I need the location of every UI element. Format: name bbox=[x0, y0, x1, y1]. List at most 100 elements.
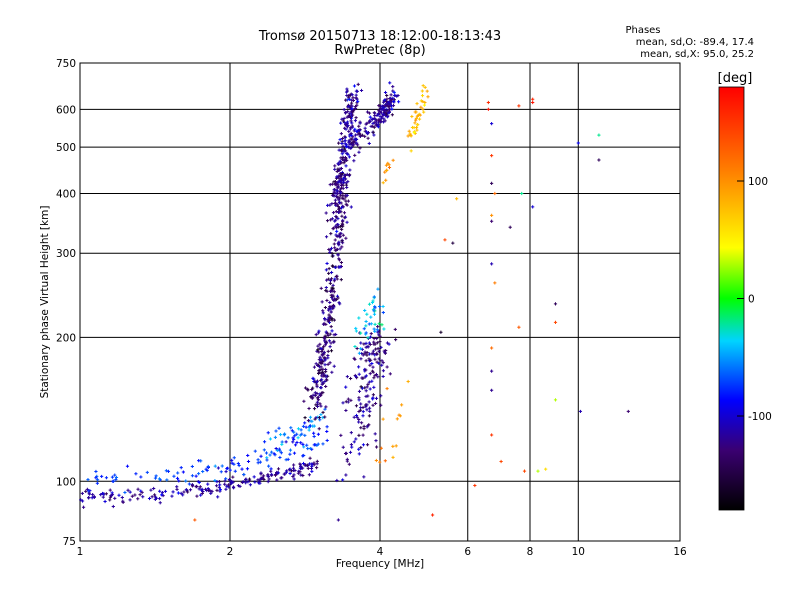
data-point bbox=[381, 417, 385, 421]
data-point bbox=[247, 477, 252, 481]
data-point bbox=[315, 404, 320, 409]
data-point bbox=[80, 499, 85, 503]
data-point bbox=[320, 370, 325, 374]
data-point bbox=[330, 202, 334, 206]
data-point bbox=[364, 374, 368, 378]
data-point bbox=[293, 434, 297, 438]
data-point bbox=[350, 143, 355, 147]
data-point bbox=[341, 233, 345, 237]
data-point bbox=[318, 342, 322, 346]
data-point bbox=[355, 346, 359, 351]
data-point bbox=[335, 294, 340, 298]
data-point bbox=[342, 147, 346, 151]
data-point bbox=[343, 155, 348, 160]
data-point bbox=[336, 162, 340, 166]
data-point bbox=[226, 466, 230, 470]
data-point bbox=[333, 248, 337, 252]
data-point bbox=[209, 491, 213, 495]
data-point bbox=[379, 403, 383, 407]
data-point bbox=[486, 100, 490, 105]
data-point bbox=[380, 323, 384, 327]
data-point bbox=[327, 318, 331, 323]
data-point bbox=[415, 123, 419, 127]
data-point bbox=[371, 403, 375, 407]
data-point bbox=[324, 285, 328, 290]
data-point bbox=[508, 225, 512, 229]
data-point bbox=[349, 119, 353, 123]
data-point bbox=[315, 396, 319, 400]
data-point bbox=[179, 466, 183, 470]
data-point bbox=[373, 432, 377, 436]
data-point bbox=[372, 312, 377, 316]
data-point bbox=[337, 210, 341, 214]
data-point bbox=[231, 485, 236, 489]
data-point bbox=[312, 406, 317, 411]
data-point bbox=[319, 286, 323, 290]
data-point bbox=[372, 385, 376, 389]
data-point bbox=[391, 444, 395, 448]
y-tick-label: 600 bbox=[56, 104, 76, 116]
data-point bbox=[345, 120, 350, 124]
data-point bbox=[187, 482, 191, 486]
data-point bbox=[333, 246, 337, 250]
data-point bbox=[92, 495, 96, 499]
data-point bbox=[86, 496, 91, 500]
data-point bbox=[336, 204, 340, 209]
data-point bbox=[421, 99, 425, 104]
data-point bbox=[291, 474, 295, 479]
data-point bbox=[353, 344, 357, 349]
data-point bbox=[314, 362, 318, 366]
data-point bbox=[232, 456, 236, 460]
data-point bbox=[266, 480, 270, 484]
data-point bbox=[393, 327, 397, 332]
data-point bbox=[344, 145, 348, 149]
data-point bbox=[364, 331, 368, 335]
data-point bbox=[332, 190, 336, 194]
data-point bbox=[343, 126, 347, 130]
data-point bbox=[381, 100, 386, 104]
data-point bbox=[240, 467, 244, 471]
data-point bbox=[195, 494, 199, 498]
data-point bbox=[347, 139, 351, 143]
data-point bbox=[352, 84, 357, 88]
data-point bbox=[133, 493, 137, 497]
data-point bbox=[388, 372, 392, 376]
data-point bbox=[391, 84, 395, 89]
y-tick-label: 750 bbox=[56, 58, 76, 70]
data-point bbox=[414, 126, 419, 130]
data-point bbox=[219, 470, 223, 474]
data-point bbox=[160, 493, 164, 497]
data-point bbox=[197, 472, 201, 476]
data-point bbox=[338, 137, 342, 142]
data-point bbox=[389, 98, 394, 102]
y-tick-label: 100 bbox=[56, 476, 76, 488]
data-point bbox=[359, 445, 363, 450]
data-point bbox=[371, 351, 375, 355]
data-point bbox=[385, 386, 389, 391]
data-point bbox=[273, 435, 277, 440]
data-point bbox=[400, 403, 404, 407]
data-point bbox=[108, 498, 112, 502]
data-point bbox=[384, 99, 388, 104]
data-point bbox=[368, 372, 372, 376]
data-point bbox=[216, 495, 220, 499]
data-point bbox=[153, 493, 157, 497]
data-point bbox=[349, 205, 353, 209]
data-point bbox=[332, 279, 336, 283]
data-point bbox=[553, 302, 558, 306]
data-point bbox=[531, 205, 535, 209]
data-point bbox=[315, 380, 319, 384]
data-point bbox=[136, 487, 140, 491]
data-point bbox=[360, 347, 364, 352]
data-point bbox=[385, 97, 389, 101]
data-point bbox=[339, 178, 343, 182]
data-point bbox=[338, 247, 342, 251]
data-point bbox=[388, 107, 392, 112]
data-point bbox=[348, 450, 353, 454]
data-point bbox=[366, 382, 370, 386]
data-point bbox=[355, 89, 359, 93]
data-point bbox=[184, 479, 188, 483]
data-point bbox=[355, 415, 359, 420]
data-point bbox=[95, 481, 99, 485]
data-point bbox=[237, 463, 241, 468]
